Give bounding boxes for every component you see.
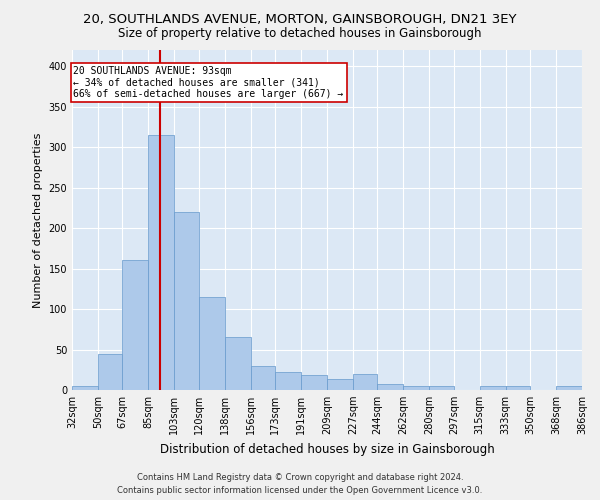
Bar xyxy=(251,366,275,390)
Text: 20 SOUTHLANDS AVENUE: 93sqm
← 34% of detached houses are smaller (341)
66% of se: 20 SOUTHLANDS AVENUE: 93sqm ← 34% of det… xyxy=(73,66,344,100)
Bar xyxy=(429,386,454,390)
Bar xyxy=(480,386,506,390)
Bar xyxy=(225,338,251,390)
Bar xyxy=(148,135,174,390)
Bar xyxy=(174,212,199,390)
Text: 20, SOUTHLANDS AVENUE, MORTON, GAINSBOROUGH, DN21 3EY: 20, SOUTHLANDS AVENUE, MORTON, GAINSBORO… xyxy=(83,12,517,26)
Text: Size of property relative to detached houses in Gainsborough: Size of property relative to detached ho… xyxy=(118,28,482,40)
Bar xyxy=(199,297,225,390)
Bar xyxy=(377,384,403,390)
Bar xyxy=(72,386,98,390)
Y-axis label: Number of detached properties: Number of detached properties xyxy=(33,132,43,308)
Bar xyxy=(122,260,148,390)
Bar xyxy=(403,386,429,390)
Bar xyxy=(327,380,353,390)
Bar xyxy=(506,386,530,390)
Bar xyxy=(275,372,301,390)
Bar xyxy=(353,374,377,390)
Bar xyxy=(556,386,582,390)
Text: Contains HM Land Registry data © Crown copyright and database right 2024.
Contai: Contains HM Land Registry data © Crown c… xyxy=(118,474,482,495)
X-axis label: Distribution of detached houses by size in Gainsborough: Distribution of detached houses by size … xyxy=(160,442,494,456)
Bar xyxy=(98,354,122,390)
Bar xyxy=(301,376,327,390)
